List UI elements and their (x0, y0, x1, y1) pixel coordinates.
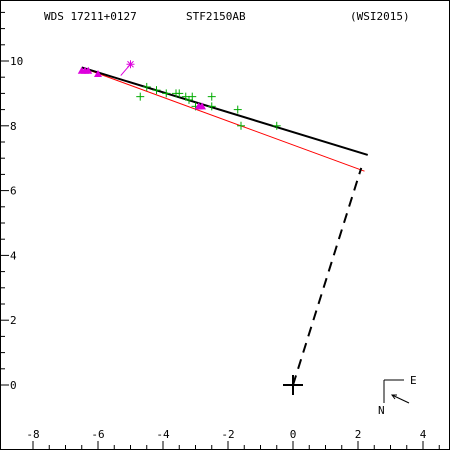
compass-east-label: E (410, 374, 417, 387)
discoverer-label: STF2150AB (186, 10, 246, 23)
reference-label: (WSI2015) (350, 10, 410, 23)
wds-id-label: WDS 17211+0127 (44, 10, 137, 23)
orbit-line (81, 66, 369, 156)
orbit-lines-group (81, 66, 369, 395)
motion-direction-arrow (391, 394, 410, 404)
x-tick-label: -4 (156, 428, 170, 441)
x-tick-label: 2 (355, 428, 362, 441)
observation-triangle-mark (198, 102, 206, 110)
x-tick-label: -2 (221, 428, 234, 441)
y-tick-label: 2 (10, 314, 17, 327)
fit-line (81, 67, 365, 172)
y-tick-label: 6 (10, 185, 17, 198)
x-tick-label: 0 (290, 428, 297, 441)
observation-marks-group (77, 60, 281, 130)
y-tick-label: 10 (10, 55, 23, 68)
y-tick-label: 0 (10, 379, 17, 392)
orientation-compass: E N (378, 374, 417, 417)
compass-north-label: N (378, 404, 385, 417)
x-tick-label: 4 (420, 428, 427, 441)
observation-triangle-mark (84, 66, 93, 74)
y-tick-label: 8 (10, 120, 17, 133)
x-tick-label: -6 (91, 428, 104, 441)
residual-line (120, 63, 131, 76)
x-tick-label: -8 (26, 428, 39, 441)
axes-group: -8 -6 -4 -2 0 2 4 0 2 4 6 8 10 (1, 11, 440, 449)
arrow-head-icon (391, 394, 397, 400)
observation-triangle-mark (94, 69, 102, 77)
periastron-dashed-line (292, 167, 363, 386)
y-tick-label: 4 (10, 249, 17, 262)
